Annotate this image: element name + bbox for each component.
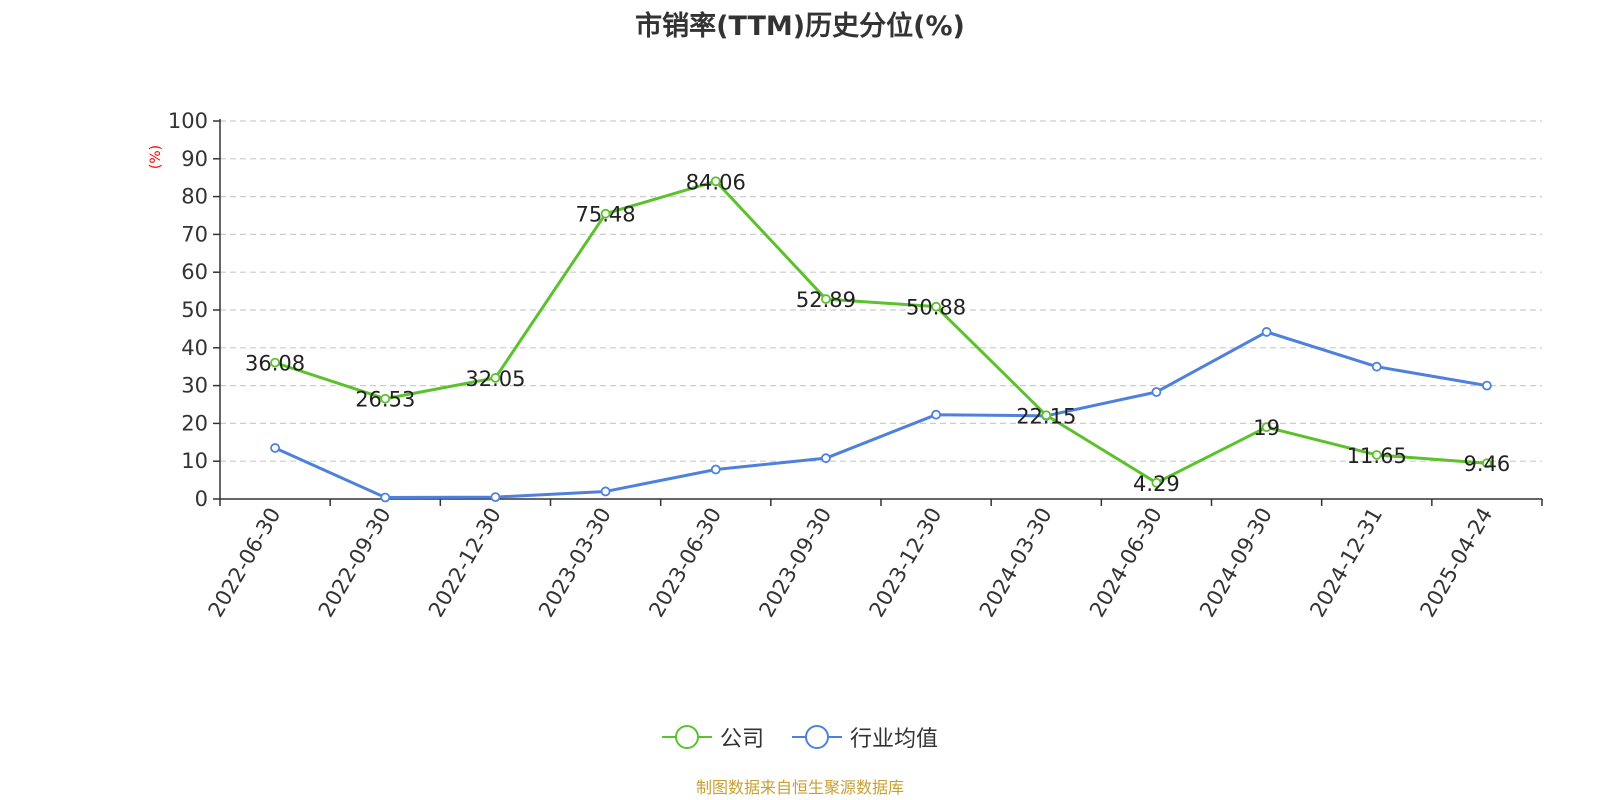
data-point <box>270 443 280 453</box>
x-tick-label: 2024-06-30 <box>1085 504 1167 622</box>
data-point <box>270 357 280 368</box>
y-tick-label: 30 <box>181 374 208 398</box>
data-label: 19 <box>1253 416 1280 440</box>
grid-lines <box>220 120 1542 462</box>
data-label: 50.88 <box>906 296 966 320</box>
data-point <box>1482 380 1492 391</box>
x-tick-label: 2022-09-30 <box>314 504 396 622</box>
data-label: 4.29 <box>1133 472 1180 496</box>
y-tick-label: 70 <box>181 222 208 246</box>
series-line-1 <box>274 330 1488 499</box>
y-axis-label: (%) <box>148 145 164 169</box>
y-tick-label: 20 <box>181 411 208 435</box>
axes: 0 10 20 30 40 50 60 70 80 90 100 2022-06-30 2022-09-… <box>168 109 1543 622</box>
y-tick-label: 90 <box>181 147 208 171</box>
x-tick-label: 2023-09-30 <box>754 504 836 622</box>
data-point <box>490 492 501 503</box>
data-point <box>1371 361 1382 372</box>
data-label: 52.89 <box>796 288 856 312</box>
legend-item-company[interactable]: 公司 <box>662 722 764 752</box>
x-tick-label: 2025-04-24 <box>1415 504 1497 622</box>
data-label: 84.06 <box>686 170 746 194</box>
legend-industry-label: 行业均值 <box>850 727 939 752</box>
data-point <box>1261 327 1272 337</box>
series-layer <box>270 176 1492 503</box>
data-label: 36.08 <box>245 352 305 376</box>
y-tick-label: 100 <box>168 109 208 133</box>
x-tick-label: 2022-06-30 <box>204 504 286 622</box>
source-note: 制图数据来自恒生聚源数据库 <box>695 778 904 797</box>
data-label: 11.65 <box>1347 444 1407 468</box>
legend-industry-icon <box>792 725 842 749</box>
data-point <box>931 409 941 420</box>
data-point <box>1151 477 1162 488</box>
data-point <box>1482 458 1492 469</box>
y-tick-label: 0 <box>195 487 208 511</box>
data-point <box>380 492 391 503</box>
legend-item-industry[interactable]: 行业均值 <box>792 722 938 752</box>
data-point <box>600 208 611 219</box>
data-label: 32.05 <box>465 367 525 391</box>
data-point <box>1151 387 1162 397</box>
legend-company-label: 公司 <box>720 727 765 752</box>
y-tick-label: 60 <box>181 260 208 284</box>
y-tick-label: 40 <box>181 336 208 360</box>
data-point <box>1371 450 1382 460</box>
y-tick-label: 50 <box>181 298 208 322</box>
data-label: 22.15 <box>1016 404 1076 428</box>
series-line-0 <box>274 179 1488 485</box>
x-tick-label: 2023-06-30 <box>644 504 726 622</box>
data-point <box>1261 422 1272 433</box>
x-tick-label: 2024-12-31 <box>1305 504 1387 622</box>
x-tick-label: 2023-03-30 <box>534 504 616 622</box>
x-tick-label: 2024-09-30 <box>1195 504 1277 622</box>
data-point <box>821 453 831 464</box>
x-tick-label: 2022-12-30 <box>424 503 506 621</box>
data-point <box>710 464 721 475</box>
y-tick-label: 10 <box>181 449 208 473</box>
data-labels: 36.08 26.53 32.05 75.48 84.06 52.89 50.88 22.15… <box>245 170 1510 496</box>
data-label: 26.53 <box>355 388 415 412</box>
x-tick-label: 2023-12-30 <box>865 503 947 621</box>
data-point <box>600 486 611 497</box>
data-label: 75.48 <box>576 203 636 227</box>
data-point <box>821 294 831 304</box>
data-point <box>490 372 501 383</box>
x-tick-label: 2024-03-30 <box>975 504 1057 622</box>
data-point <box>931 301 941 312</box>
y-tick-label: 80 <box>181 185 208 209</box>
data-label: 9.46 <box>1464 452 1511 476</box>
legend-company-icon <box>662 725 712 749</box>
chart-title: 市销率(TTM)历史分位(%) <box>635 11 965 42</box>
data-point <box>380 393 391 404</box>
data-point <box>1041 410 1052 421</box>
data-point <box>710 176 721 187</box>
